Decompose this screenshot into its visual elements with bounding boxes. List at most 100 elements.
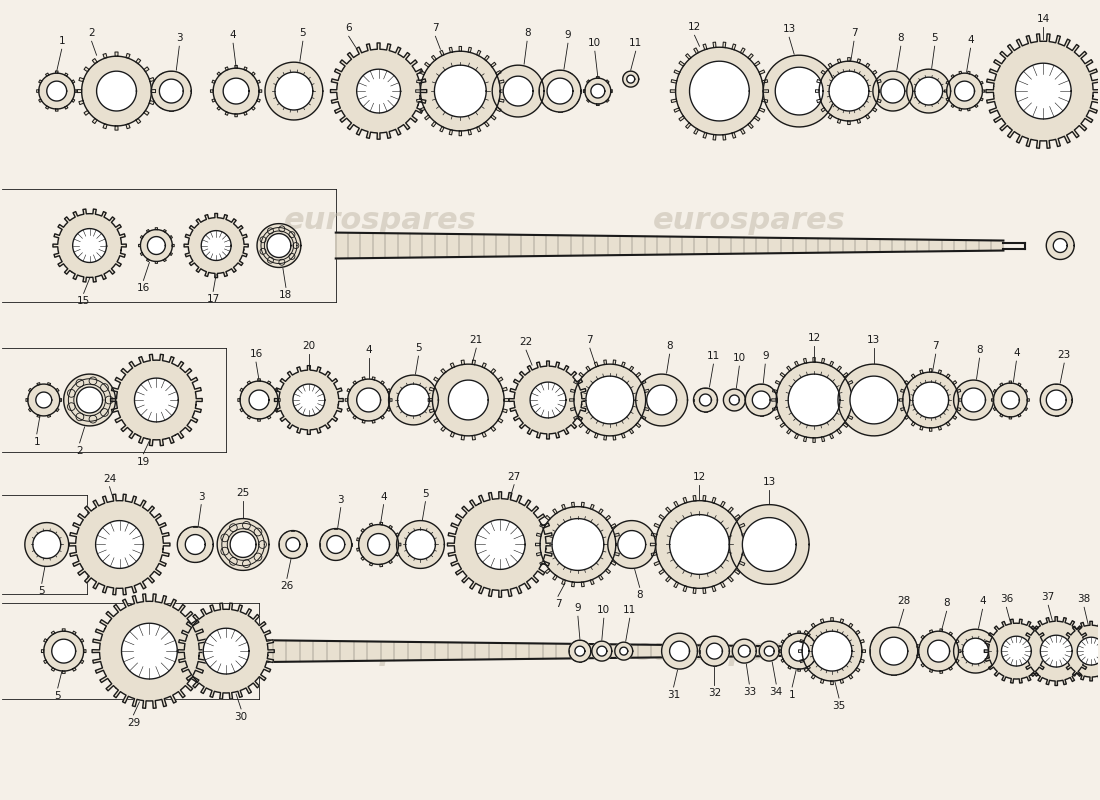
- Polygon shape: [781, 659, 784, 662]
- Polygon shape: [397, 384, 429, 416]
- Polygon shape: [837, 429, 842, 434]
- Text: 5: 5: [39, 586, 45, 596]
- Polygon shape: [645, 407, 649, 410]
- Polygon shape: [920, 426, 923, 430]
- Polygon shape: [738, 645, 750, 657]
- Polygon shape: [147, 237, 165, 254]
- Polygon shape: [856, 630, 860, 634]
- Polygon shape: [362, 377, 365, 380]
- Polygon shape: [848, 674, 852, 679]
- Polygon shape: [84, 67, 89, 72]
- Polygon shape: [569, 640, 591, 662]
- Polygon shape: [59, 398, 62, 402]
- Polygon shape: [921, 635, 925, 639]
- Polygon shape: [75, 90, 77, 92]
- Polygon shape: [610, 561, 616, 566]
- Polygon shape: [25, 522, 68, 566]
- Polygon shape: [641, 416, 646, 420]
- Polygon shape: [141, 236, 143, 238]
- Text: 22: 22: [519, 338, 532, 347]
- Polygon shape: [735, 514, 740, 520]
- Polygon shape: [586, 80, 590, 83]
- Polygon shape: [958, 650, 961, 653]
- Polygon shape: [927, 640, 949, 662]
- Polygon shape: [954, 380, 993, 420]
- Polygon shape: [47, 382, 51, 386]
- Polygon shape: [732, 133, 736, 138]
- Polygon shape: [740, 129, 745, 134]
- Polygon shape: [1024, 390, 1027, 393]
- Text: 12: 12: [807, 334, 821, 343]
- Polygon shape: [851, 399, 857, 401]
- Text: 13: 13: [762, 477, 776, 486]
- Polygon shape: [169, 236, 173, 238]
- Text: 13: 13: [867, 335, 880, 346]
- Polygon shape: [150, 78, 154, 82]
- Text: 5: 5: [54, 691, 60, 701]
- Polygon shape: [201, 230, 231, 261]
- Polygon shape: [537, 533, 541, 537]
- Text: 3: 3: [176, 34, 183, 43]
- Polygon shape: [641, 380, 646, 384]
- Polygon shape: [804, 630, 808, 634]
- Polygon shape: [828, 114, 833, 119]
- Polygon shape: [671, 80, 676, 83]
- Polygon shape: [619, 647, 628, 655]
- Polygon shape: [930, 428, 932, 431]
- Polygon shape: [97, 71, 136, 111]
- Text: 36: 36: [1000, 594, 1013, 604]
- Polygon shape: [881, 79, 905, 103]
- Text: eurospares: eurospares: [653, 206, 846, 235]
- Polygon shape: [484, 122, 490, 126]
- Polygon shape: [459, 46, 462, 51]
- Polygon shape: [866, 63, 870, 67]
- Polygon shape: [372, 377, 375, 380]
- Polygon shape: [843, 373, 848, 378]
- Polygon shape: [540, 561, 544, 566]
- Polygon shape: [356, 388, 381, 412]
- Polygon shape: [598, 509, 603, 514]
- Polygon shape: [723, 134, 726, 140]
- Polygon shape: [47, 81, 67, 101]
- Polygon shape: [694, 48, 698, 54]
- Polygon shape: [605, 515, 610, 520]
- Polygon shape: [959, 108, 961, 111]
- Polygon shape: [739, 562, 745, 566]
- Polygon shape: [278, 398, 280, 402]
- Polygon shape: [659, 570, 664, 574]
- Text: 11: 11: [623, 606, 636, 615]
- Polygon shape: [993, 390, 997, 393]
- Polygon shape: [136, 118, 141, 123]
- Polygon shape: [461, 435, 464, 440]
- Polygon shape: [815, 90, 820, 92]
- Polygon shape: [499, 80, 504, 83]
- Polygon shape: [957, 389, 960, 393]
- Polygon shape: [72, 99, 75, 102]
- Polygon shape: [449, 130, 452, 135]
- Polygon shape: [141, 253, 143, 255]
- Polygon shape: [476, 50, 481, 56]
- Polygon shape: [762, 99, 768, 102]
- Polygon shape: [77, 387, 102, 413]
- Polygon shape: [961, 388, 986, 412]
- Polygon shape: [475, 519, 525, 570]
- Polygon shape: [100, 602, 199, 701]
- Polygon shape: [111, 354, 202, 446]
- Polygon shape: [740, 48, 745, 54]
- Polygon shape: [786, 366, 791, 371]
- Polygon shape: [257, 224, 301, 267]
- Polygon shape: [530, 382, 565, 418]
- Polygon shape: [1018, 414, 1021, 417]
- Polygon shape: [733, 639, 757, 663]
- Polygon shape: [674, 502, 679, 507]
- Polygon shape: [930, 670, 933, 673]
- Polygon shape: [275, 366, 343, 434]
- Polygon shape: [431, 55, 437, 61]
- Polygon shape: [586, 429, 591, 434]
- Polygon shape: [440, 50, 444, 56]
- Polygon shape: [92, 118, 97, 123]
- Polygon shape: [73, 631, 76, 634]
- Polygon shape: [353, 381, 356, 384]
- Polygon shape: [807, 633, 811, 636]
- Polygon shape: [605, 569, 610, 574]
